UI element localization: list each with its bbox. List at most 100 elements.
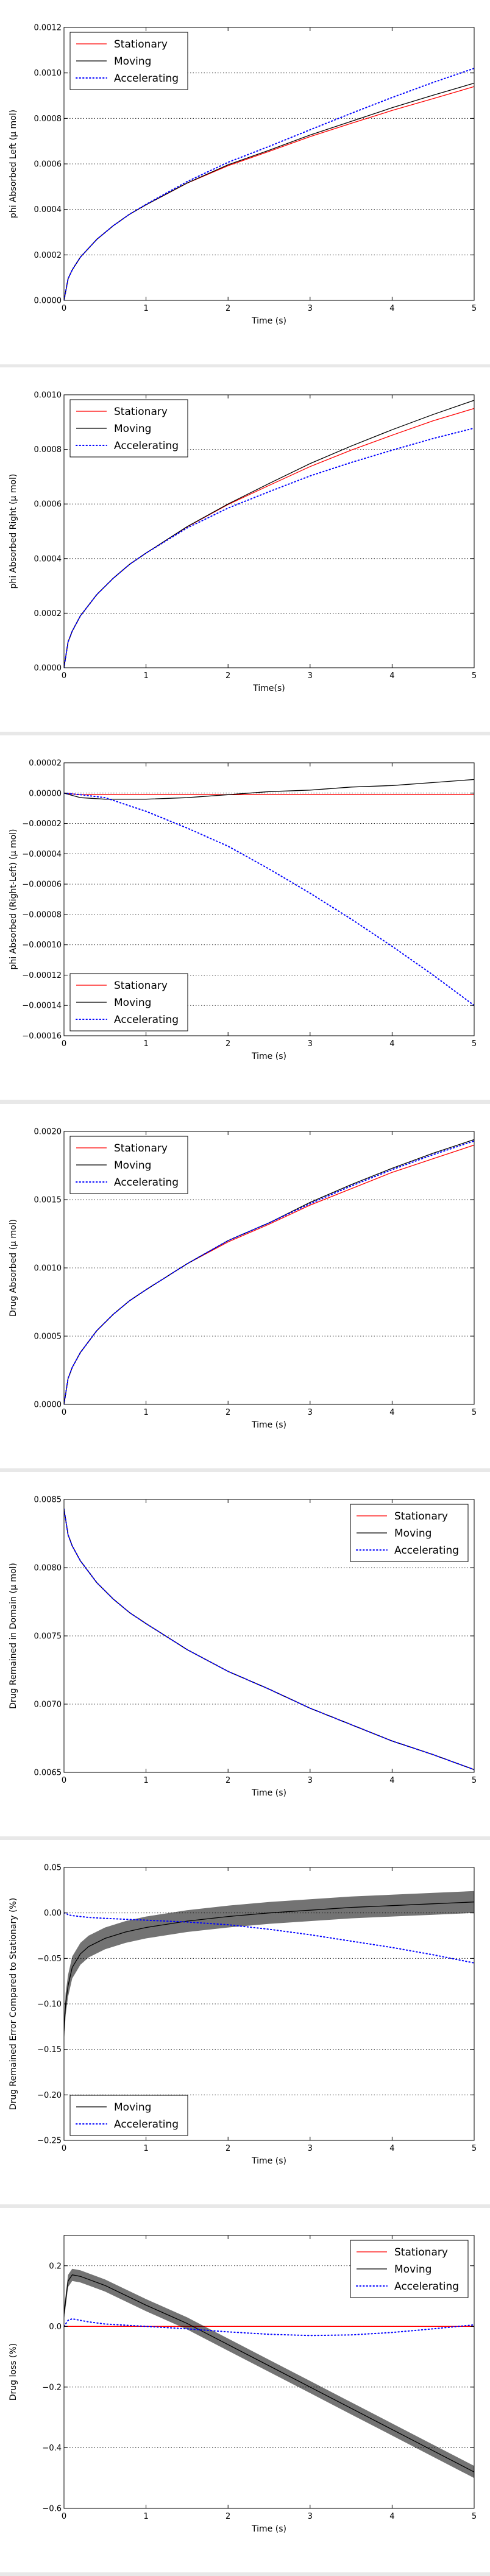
y-tick-label: 0.0012: [34, 24, 62, 33]
y-tick-label: 0.0000: [34, 664, 62, 673]
x-tick-label: 1: [143, 2144, 148, 2153]
y-tick-label: 0.0015: [34, 1196, 62, 1205]
y-tick-label: 0.0010: [34, 391, 62, 400]
legend-label: Moving: [394, 1527, 431, 1540]
chart-3: 0 1 2 3 4 5 0.00002 0.00000 −0.00002 −0.00004 −0.0…: [9, 759, 477, 1062]
x-tick-label: 2: [225, 671, 230, 681]
legend-label: Moving: [114, 1159, 151, 1172]
series-line-stationary: [64, 793, 474, 795]
y-tick-label: 0.0000: [34, 1401, 62, 1410]
x-tick-label: 0: [62, 1776, 66, 1785]
chart-panel-3: 0 1 2 3 4 5 0.00002 0.00000 −0.00002 −0.00004 −0.0…: [0, 735, 490, 1100]
x-tick-label: 4: [389, 2512, 394, 2521]
series-line-accelerating: [64, 2318, 474, 2337]
x-tick-label: 5: [472, 671, 477, 681]
chart-panel-7: 0 1 2 3 4 5 0.2 0.0 −0.2 −0.4 −0.6 Time (s) Drug los…: [0, 2208, 490, 2572]
series-line-moving: [64, 1902, 474, 2031]
y-tick-label: 0.0002: [34, 251, 62, 260]
legend-label: Moving: [394, 2263, 431, 2276]
y-tick-label: 0.2: [49, 2262, 62, 2271]
y-tick-label: −0.00012: [22, 971, 62, 980]
plot-frame: [63, 394, 475, 668]
x-tick-label: 4: [389, 2144, 394, 2153]
x-tick-label: 4: [389, 304, 394, 313]
y-axis-label: Drug Remained in Domain (μ mol): [9, 1563, 18, 1709]
legend-label: Moving: [114, 55, 151, 68]
legend: Stationary Moving Accelerating: [69, 32, 188, 90]
series-line-accelerating: [64, 427, 474, 668]
y-tick-label: 0.0004: [34, 205, 62, 214]
y-tick-label: 0.05: [44, 1864, 62, 1873]
y-tick-label: −0.10: [37, 2000, 62, 2009]
x-tick-label: 1: [143, 1408, 148, 1417]
y-axis-label: Drug loss (%): [9, 2343, 18, 2401]
x-tick-label: 4: [389, 671, 394, 681]
chart-1: 0 1 2 3 4 5 0.0000 0.0002 0.0004 0.0006 0.0008 0.00…: [9, 24, 477, 327]
legend-label: Stationary: [394, 2246, 448, 2259]
x-tick-label: 3: [308, 304, 313, 313]
x-tick-label: 5: [472, 2512, 477, 2521]
y-tick-label: −0.4: [42, 2444, 62, 2453]
y-tick-label: 0.0065: [34, 1769, 62, 1778]
y-tick-label: −0.00010: [22, 941, 62, 950]
series-line-moving: [64, 2274, 474, 2472]
y-tick-label: −0.00008: [22, 910, 62, 919]
y-tick-label: 0.0008: [34, 445, 62, 455]
y-tick-label: 0.0005: [34, 1332, 62, 1342]
x-axis-label: Time(s): [252, 684, 285, 693]
x-axis-label: Time (s): [251, 1788, 286, 1798]
legend-label: Moving: [114, 423, 151, 435]
x-tick-label: 2: [225, 304, 230, 313]
y-axis-label: Drug Absorbed (μ mol): [9, 1219, 18, 1317]
x-tick-label: 4: [389, 1408, 394, 1417]
y-tick-label: −0.00004: [22, 850, 62, 859]
legend: Stationary Moving Accelerating: [350, 2240, 469, 2298]
y-tick-label: −0.2: [42, 2383, 62, 2392]
chart-6: 0 1 2 3 4 5 0.05 0.00 −0.05 −0.10 −0.15 −0.20 −0.25 T…: [9, 1864, 477, 2167]
x-tick-label: 5: [472, 2144, 477, 2153]
plot-frame: [63, 762, 475, 1036]
legend-label: Accelerating: [394, 2281, 459, 2293]
x-tick-label: 0: [62, 304, 66, 313]
x-tick-label: 2: [225, 1776, 230, 1785]
series-line-moving: [64, 779, 474, 800]
x-tick-label: 5: [472, 1776, 477, 1785]
y-tick-label: 0.0070: [34, 1700, 62, 1710]
y-tick-label: 0.00: [44, 1909, 62, 1918]
y-tick-label: −0.20: [37, 2091, 62, 2100]
x-axis-label: Time (s): [251, 1052, 286, 1061]
plot-frame: [63, 2235, 475, 2509]
chart-7: 0 1 2 3 4 5 0.2 0.0 −0.2 −0.4 −0.6 Time (s) Drug los…: [9, 2235, 477, 2534]
legend: Stationary Moving Accelerating: [69, 399, 188, 458]
x-axis-label: Time (s): [251, 2156, 286, 2166]
y-tick-label: 0.0075: [34, 1632, 62, 1641]
y-tick-label: −0.6: [42, 2505, 62, 2514]
x-tick-label: 3: [308, 2144, 313, 2153]
chart-panel-2: 0 1 2 3 4 5 0.0000 0.0002 0.0004 0.0006 0.0008 0.00…: [0, 367, 490, 732]
x-tick-label: 3: [308, 2512, 313, 2521]
y-tick-label: 0.0008: [34, 115, 62, 124]
y-tick-label: −0.05: [37, 1955, 62, 1964]
x-tick-label: 3: [308, 1776, 313, 1785]
legend: Stationary Moving Accelerating: [350, 1504, 469, 1562]
series-line-accelerating: [64, 1912, 474, 1964]
y-tick-label: 0.0020: [34, 1128, 62, 1137]
series-line-accelerating: [64, 1140, 474, 1404]
legend-label: Stationary: [114, 38, 168, 51]
y-tick-label: 0.0004: [34, 554, 62, 564]
x-tick-label: 1: [143, 1039, 148, 1049]
y-tick-label: 0.0080: [34, 1564, 62, 1573]
x-tick-label: 4: [389, 1776, 394, 1785]
series-line-accelerating: [64, 1508, 474, 1771]
legend-label: Accelerating: [114, 1177, 179, 1189]
legend-label: Moving: [114, 997, 151, 1009]
x-tick-label: 5: [472, 304, 477, 313]
y-tick-label: 0.0006: [34, 160, 62, 169]
y-tick-label: −0.25: [37, 2137, 62, 2146]
x-axis-label: Time (s): [251, 2524, 286, 2534]
legend: Stationary Moving Accelerating: [69, 973, 188, 1031]
y-tick-label: −0.00002: [22, 819, 62, 829]
y-axis-label: phi Absorbed (Right-Left) (μ mol): [9, 829, 18, 969]
series-band-moving: [64, 1891, 474, 2042]
y-tick-label: −0.00016: [22, 1032, 62, 1041]
